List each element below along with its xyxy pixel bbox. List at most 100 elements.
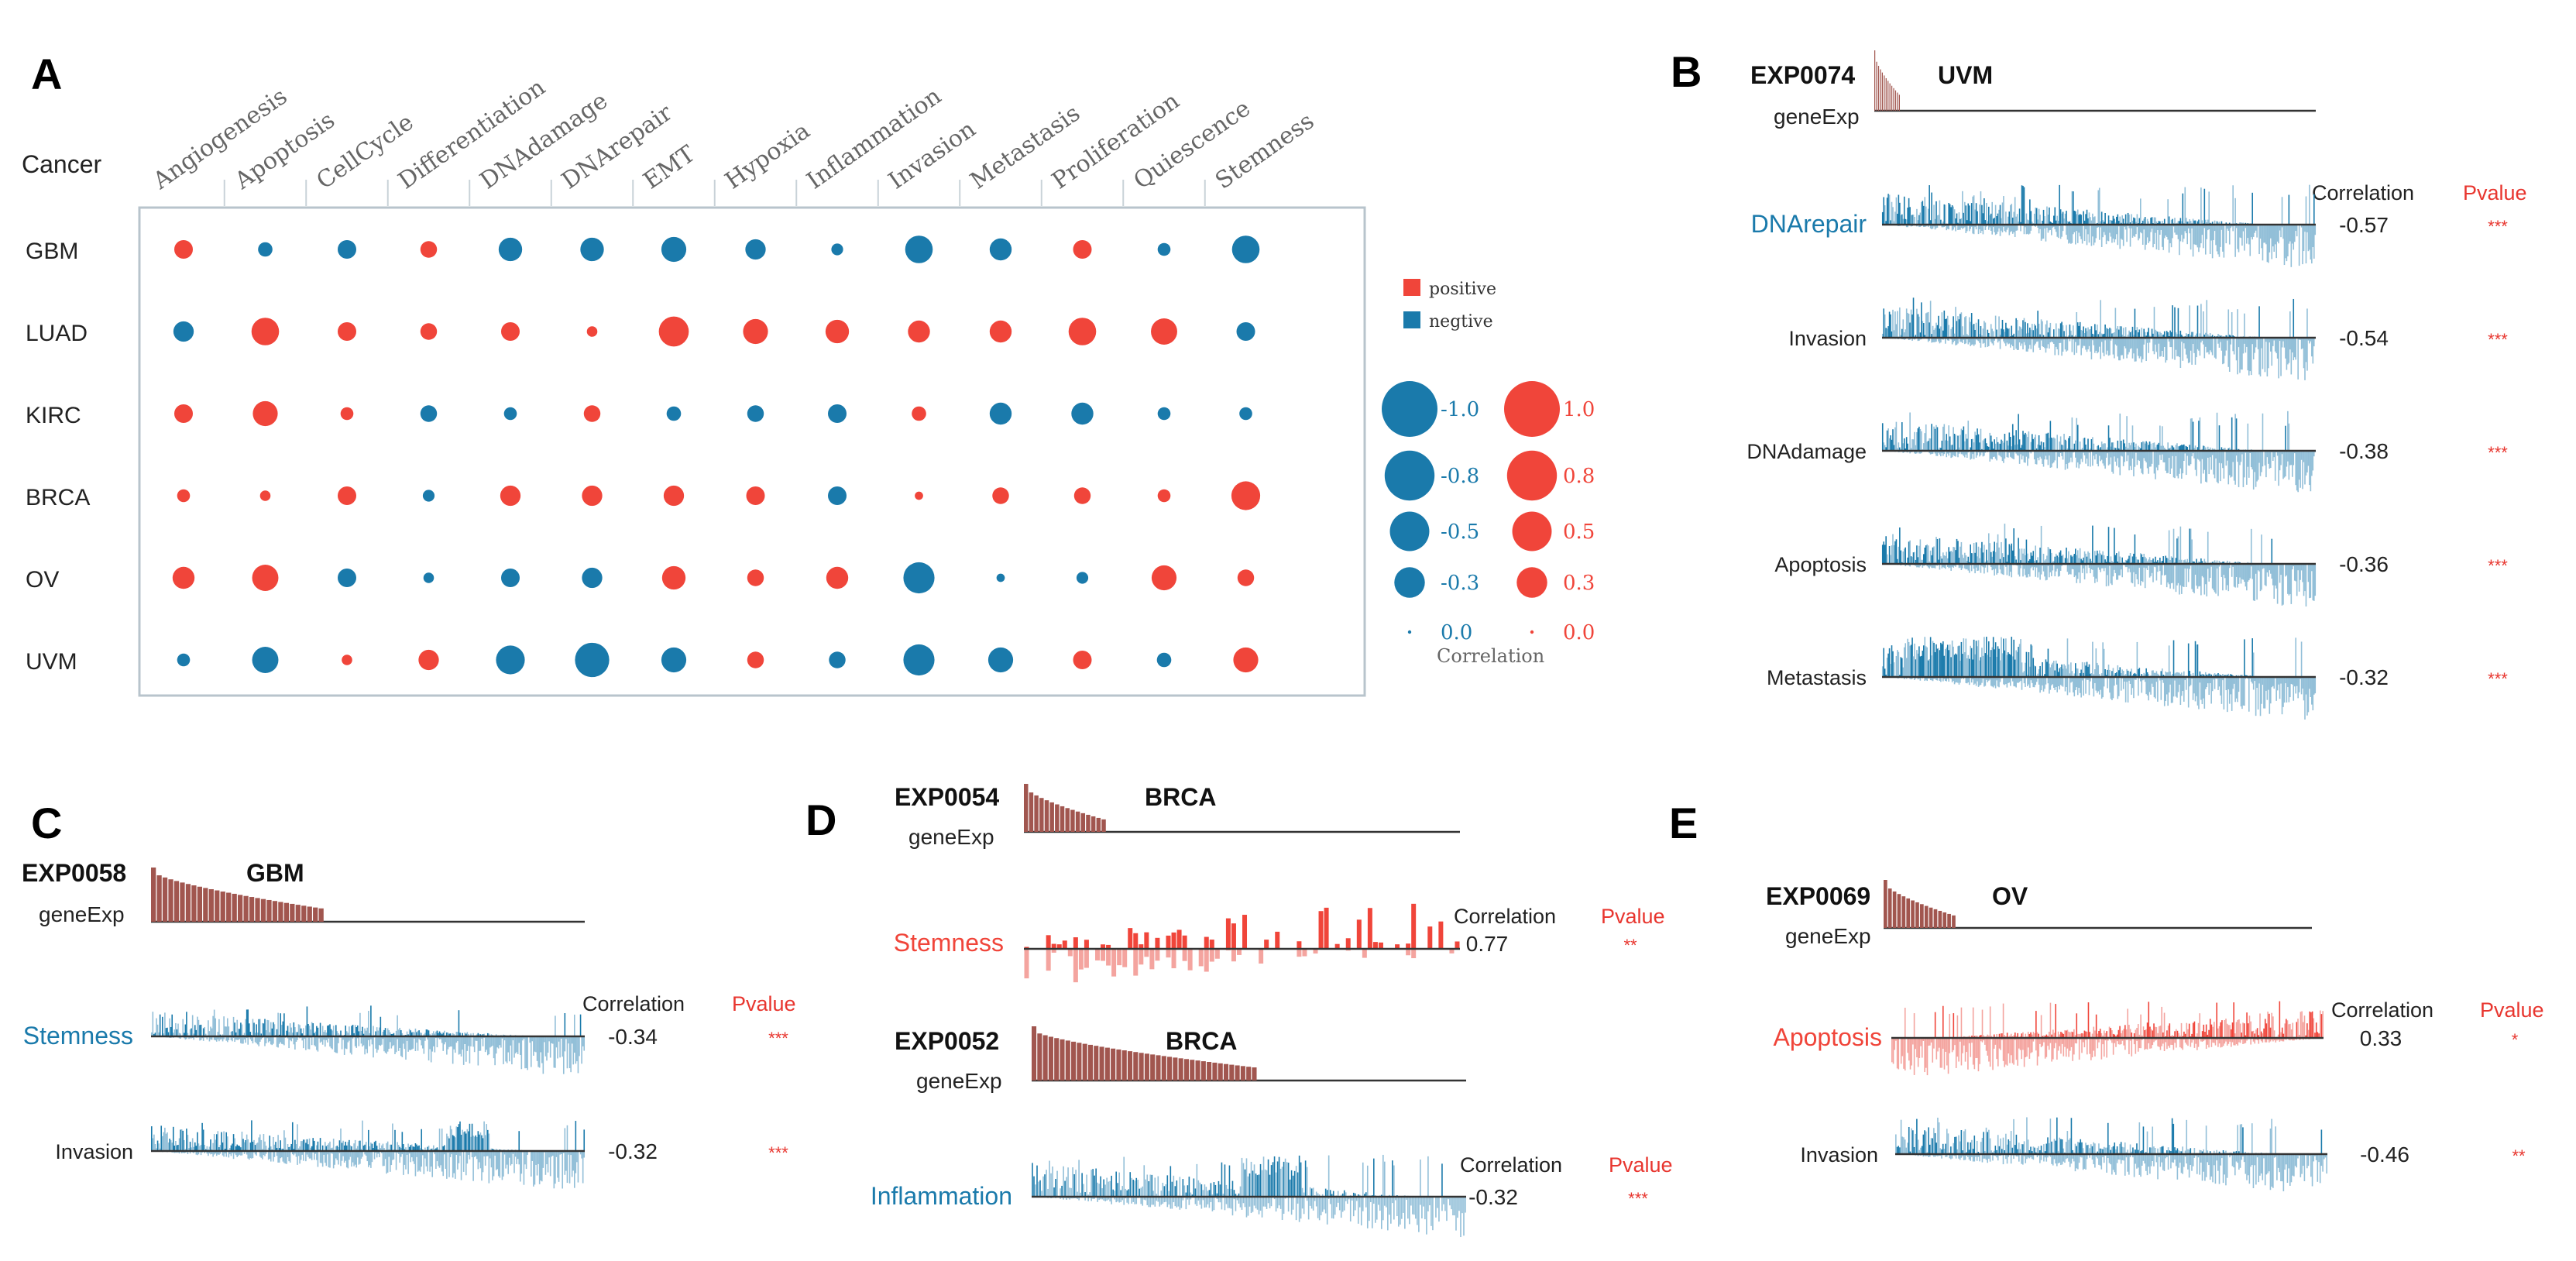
bubble xyxy=(987,647,1014,673)
panel-c-cancer: GBM xyxy=(246,859,304,887)
panel-d-expr-1-bar xyxy=(1065,808,1070,832)
bubble xyxy=(586,326,598,337)
bubble xyxy=(826,566,849,589)
panel-c-expr-bar xyxy=(283,902,289,922)
panel-d-expr-2-bar xyxy=(1054,1038,1060,1081)
panel-d-expr-2-bar xyxy=(1200,1061,1206,1081)
panel-d-expr-2-bar xyxy=(1099,1046,1104,1081)
panel-d-expr-2-bar xyxy=(1065,1040,1070,1081)
size-legend-negative-bubble xyxy=(1384,450,1435,501)
panel-c-expr-bar xyxy=(238,895,243,922)
panel-d-expr-2-bar xyxy=(1190,1060,1195,1081)
size-legend-positive-label: 0.5 xyxy=(1563,521,1595,544)
panel-b-expr-label: geneExp xyxy=(1774,105,1860,129)
bubble xyxy=(177,489,191,503)
panel-c-expr-bar xyxy=(208,888,214,922)
bubble xyxy=(503,407,517,421)
size-legend-positive-bubble xyxy=(1506,450,1558,501)
size-legend-negative-label: -1.0 xyxy=(1441,398,1479,421)
bubble xyxy=(1076,572,1089,584)
panel-b-expression-bars xyxy=(1874,50,2316,112)
track-correlation: -0.32 xyxy=(608,1139,658,1163)
legend-title: Correlation xyxy=(1437,645,1544,667)
bubble xyxy=(661,647,687,673)
bubble xyxy=(422,490,435,502)
track-correlation: -0.32 xyxy=(2339,665,2389,689)
panel-d-expr-2-bar xyxy=(1121,1050,1127,1081)
track-name: Apoptosis xyxy=(1774,553,1867,576)
track-name: DNArepair xyxy=(1751,210,1867,238)
track-pvalue: *** xyxy=(2488,556,2508,576)
bubble xyxy=(340,407,354,421)
panel-c-expr-label: geneExp xyxy=(39,902,125,926)
legend-negative-label: negtive xyxy=(1429,312,1493,332)
track-correlation: -0.36 xyxy=(2339,552,2389,576)
panel-d-expr-1-bar xyxy=(1060,806,1065,832)
bubble xyxy=(338,322,356,341)
panel-d-expr-2-bar xyxy=(1161,1056,1166,1081)
bubble xyxy=(501,322,520,341)
track-correlation: -0.54 xyxy=(2339,326,2389,350)
size-legend-positive-label: 0.3 xyxy=(1563,572,1595,595)
bubble xyxy=(989,320,1012,343)
panel-d-dataset-1: EXP0054 xyxy=(895,783,999,811)
panel-d-expr-2-bar xyxy=(1060,1039,1065,1081)
bubble xyxy=(746,486,765,505)
panel-b-expr-bar xyxy=(1874,50,1876,111)
track-pvalue: *** xyxy=(768,1029,788,1048)
panel-c-expr-bar xyxy=(168,879,173,922)
panel-d-expr-2-bar xyxy=(1150,1054,1156,1081)
panel-d-expr-1-bar xyxy=(1075,811,1080,832)
bubble xyxy=(905,235,933,263)
panel-c-expr-bar xyxy=(180,882,185,922)
panel-b-track-2 xyxy=(1881,411,2317,493)
panel-d-expr-1-bar xyxy=(1096,817,1101,832)
track-name: DNAdamage xyxy=(1747,440,1867,463)
panel-c-expr-bar xyxy=(272,901,278,922)
bubble xyxy=(498,237,523,262)
bubble xyxy=(915,491,923,500)
panel-d-expr-1-bar xyxy=(1039,798,1044,832)
panel-d-pvalue-header-2: Pvalue xyxy=(1609,1153,1673,1177)
panel-c-expr-bar xyxy=(232,893,237,922)
panel-c-expr-bar xyxy=(313,907,318,922)
bubble xyxy=(989,402,1012,425)
row-label: GBM xyxy=(26,239,78,264)
panel-c-track-1 xyxy=(150,1120,586,1189)
track-pvalue: *** xyxy=(2488,669,2508,689)
track-correlation: -0.57 xyxy=(2339,213,2389,237)
track-name: Invasion xyxy=(1788,327,1867,350)
bubble xyxy=(252,400,278,427)
panel-c-expr-bar xyxy=(243,895,249,922)
panel-c-expr-bar xyxy=(197,886,202,922)
panel-b-pvalue-header: Pvalue xyxy=(2463,181,2527,204)
size-legend-negative-label: 0.0 xyxy=(1441,621,1472,644)
panel-c-expr-bar xyxy=(162,877,168,922)
bubble xyxy=(423,572,434,583)
bubble xyxy=(661,565,686,590)
bubble xyxy=(1073,240,1092,259)
bubble xyxy=(172,566,195,589)
track-correlation: -0.38 xyxy=(2339,439,2389,463)
bubble xyxy=(825,319,850,344)
bubble xyxy=(583,405,601,422)
size-legend-negative-bubble xyxy=(1389,511,1430,551)
panel-b-expr-bar xyxy=(1881,72,1884,111)
bubble xyxy=(747,569,764,586)
panel-d-expr-2-bar xyxy=(1133,1052,1139,1081)
panel-b-dataset: EXP0074 xyxy=(1750,61,1855,89)
size-legend-negative-bubble xyxy=(1394,567,1425,598)
panel-d-expr-2-bar xyxy=(1104,1047,1110,1081)
bubble xyxy=(1231,235,1260,263)
panel-d-expr-1-bar xyxy=(1055,804,1060,832)
matrix-frame xyxy=(138,206,1366,697)
bubble xyxy=(173,321,194,342)
column-headers: AngiogenesisApoptosisCellCycleDifferenti… xyxy=(148,74,1319,206)
panel-c-expr-bar xyxy=(220,892,225,922)
panel-d-expr-2-bar xyxy=(1048,1036,1053,1081)
panel-d-expr-2-bar xyxy=(1042,1035,1048,1081)
panel-c-tracks: Stemness -0.34 *** Invasion -0.32 *** xyxy=(23,1005,788,1189)
panel-d-letter: D xyxy=(805,795,836,844)
bubble xyxy=(1157,489,1171,503)
panel-d-expr-2-bar xyxy=(1116,1049,1121,1081)
